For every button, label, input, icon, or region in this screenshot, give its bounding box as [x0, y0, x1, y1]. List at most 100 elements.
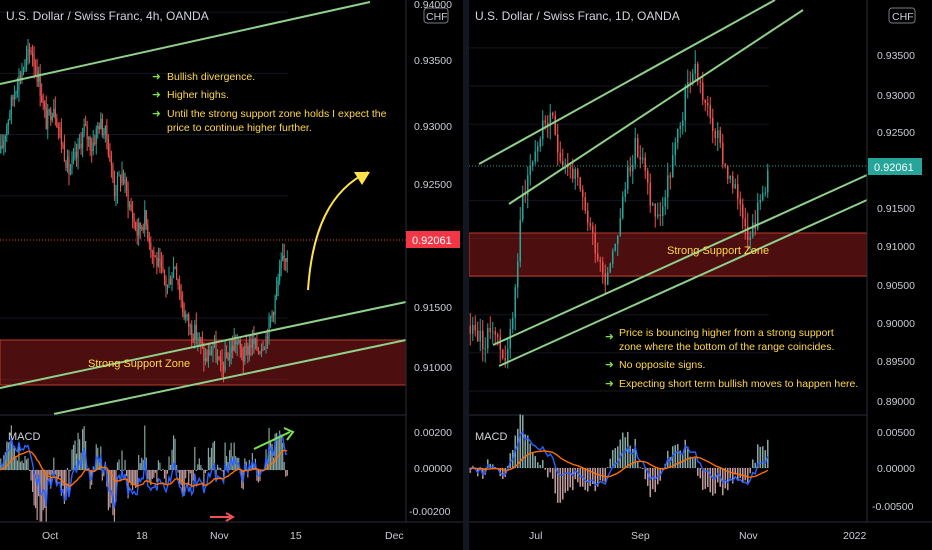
macd-histogram-bar — [175, 465, 178, 470]
candle — [115, 192, 117, 196]
price-axis[interactable]: CHF 0.93500 0.93000 0.92500 0.91500 0.91… — [866, 0, 932, 522]
macd-histogram-bar — [519, 414, 522, 468]
support-zone-label: Strong Support Zone — [88, 358, 190, 370]
channel-line-bottom[interactable] — [53, 339, 407, 415]
macd-histogram-bar — [729, 468, 732, 481]
currency-badge[interactable] — [423, 7, 449, 24]
macd-histogram-bar — [714, 468, 717, 494]
macd-histogram-bar — [41, 470, 43, 524]
candle — [734, 183, 737, 189]
left-chart-panel[interactable]: U.S. Dollar / Swiss Franc, 4h, OANDA ➜ B… — [0, 0, 463, 550]
macd-histogram-bar — [744, 468, 747, 481]
channel-line-middle[interactable] — [0, 301, 407, 389]
right-chart[interactable]: U.S. Dollar / Swiss Franc, 1D, OANDA ➜ P… — [469, 0, 932, 550]
candle — [112, 165, 114, 180]
currency-badge[interactable] — [888, 7, 916, 24]
candle — [596, 253, 599, 260]
macd-histogram-bar — [33, 470, 35, 506]
macd-histogram-bar — [68, 470, 70, 493]
price-tick: 0.89500 — [877, 356, 915, 368]
candle — [549, 112, 552, 126]
macd-histogram-bar — [704, 468, 707, 489]
price-axis[interactable]: CHF 0.94000 0.93500 0.93000 0.92500 0.91… — [405, 0, 463, 522]
candle — [719, 130, 722, 143]
macd-histogram-bar — [35, 470, 37, 509]
candle — [219, 359, 222, 362]
candle — [541, 120, 544, 140]
channel-line-upper[interactable] — [508, 9, 804, 205]
channel-line-bottom[interactable] — [498, 199, 868, 367]
macd-histogram-bar — [125, 470, 128, 477]
candle — [574, 169, 577, 179]
forecast-arrow-curve — [307, 171, 369, 291]
macd-histogram-bar — [676, 444, 679, 468]
macd-histogram-bar — [212, 442, 214, 470]
candle — [85, 124, 87, 127]
macd-histogram-bar — [204, 470, 206, 474]
macd-histogram-bar — [130, 470, 132, 486]
time-axis[interactable]: Jul Sep Nov 2022 — [469, 521, 932, 550]
channel-line-lower[interactable] — [492, 174, 868, 346]
candle — [283, 255, 285, 259]
panel-divider — [463, 0, 469, 550]
channel-line-top[interactable] — [478, 0, 776, 165]
candle — [569, 167, 572, 169]
macd-histogram-bar — [749, 468, 752, 474]
macd-histogram-bar — [279, 430, 281, 470]
macd-histogram-bar — [266, 460, 269, 470]
candle — [207, 350, 210, 361]
time-axis[interactable]: Oct 18 Nov 15 Dec — [0, 521, 463, 550]
candle — [514, 287, 517, 318]
candle — [203, 346, 205, 361]
candle — [236, 343, 238, 345]
candle — [129, 204, 131, 207]
candle — [551, 112, 554, 116]
candle — [68, 156, 70, 175]
macd-histogram-bar — [549, 468, 552, 473]
candle — [204, 358, 206, 361]
candle — [285, 258, 287, 262]
macd-histogram-bar — [541, 459, 544, 468]
macd-histogram-bar — [28, 470, 31, 471]
candle — [156, 256, 158, 267]
candle — [44, 102, 46, 108]
macd-label: MACD — [475, 431, 507, 443]
candle — [247, 346, 249, 355]
candle — [489, 328, 492, 332]
macd-histogram-bar — [72, 444, 75, 470]
macd-histogram-bar — [163, 470, 166, 479]
candle — [118, 175, 120, 177]
macd-histogram-bar — [501, 468, 504, 480]
candle — [761, 193, 764, 201]
macd-histogram-bar — [536, 462, 539, 468]
candle — [594, 232, 597, 254]
macd-histogram-bar — [641, 468, 644, 469]
candle — [101, 118, 103, 136]
candle — [191, 325, 193, 338]
macd-histogram-bar — [207, 447, 210, 470]
macd-histogram-bar — [504, 468, 507, 477]
candle — [157, 258, 159, 267]
macd-histogram-bar — [269, 440, 272, 470]
macd-histogram-bar — [509, 453, 512, 468]
left-chart[interactable]: U.S. Dollar / Swiss Franc, 4h, OANDA ➜ B… — [0, 0, 463, 550]
macd-histogram-bar — [226, 456, 228, 470]
right-chart-panel[interactable]: U.S. Dollar / Swiss Franc, 1D, OANDA ➜ P… — [469, 0, 932, 550]
macd-histogram-bar — [766, 439, 769, 468]
candle — [136, 230, 138, 236]
currency-label: CHF — [892, 11, 914, 23]
candle — [21, 72, 23, 79]
macd-histogram-bar — [98, 458, 100, 470]
macd-histogram-bar — [634, 438, 637, 468]
candle — [147, 224, 149, 239]
candle — [669, 175, 672, 178]
channel-line-top[interactable] — [0, 1, 371, 85]
macd-histogram-bar — [18, 444, 20, 470]
candle — [63, 145, 66, 162]
macd-histogram-bar — [157, 460, 159, 470]
macd-histogram-bar — [286, 470, 288, 476]
macd-histogram-bar — [271, 443, 273, 470]
macd-histogram-bar — [189, 470, 191, 474]
macd-histogram-bar — [751, 459, 754, 468]
candle — [174, 266, 176, 269]
